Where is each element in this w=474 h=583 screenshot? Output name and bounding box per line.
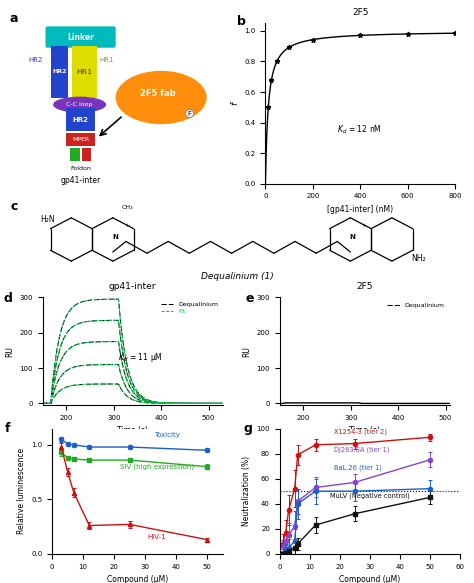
Bar (82, 148, 91, 161)
Text: SIV (high expression): SIV (high expression) (120, 463, 194, 470)
Text: HIV-1: HIV-1 (148, 534, 166, 540)
Text: gp41-inter: gp41-inter (61, 175, 100, 185)
Title: 2F5: 2F5 (352, 8, 368, 17)
Y-axis label: Neutralization (%): Neutralization (%) (242, 456, 251, 526)
Text: +: + (362, 223, 367, 228)
Text: f: f (4, 422, 10, 436)
Text: c: c (10, 200, 18, 213)
Text: NH₂: NH₂ (411, 254, 425, 264)
Text: +: + (124, 223, 129, 228)
Legend: Dequalinium, Fit: Dequalinium, Fit (160, 300, 219, 315)
Legend: Dequalinium: Dequalinium (385, 300, 447, 311)
Text: Linker: Linker (67, 33, 94, 41)
Text: $K_d$ = 11 μM: $K_d$ = 11 μM (118, 351, 163, 364)
Text: HR2: HR2 (29, 57, 43, 63)
Text: HR1: HR1 (99, 57, 113, 63)
Text: N: N (112, 234, 118, 241)
Bar (70, 148, 80, 161)
Text: b: b (237, 15, 246, 29)
Ellipse shape (53, 97, 106, 113)
Text: F: F (188, 111, 191, 117)
Text: N: N (350, 234, 356, 241)
Text: $K_d$ = 12 nM: $K_d$ = 12 nM (337, 124, 382, 136)
Text: HR2: HR2 (53, 69, 67, 74)
Text: d: d (3, 292, 12, 305)
Title: gp41-inter: gp41-inter (109, 282, 156, 291)
Text: Dequalinium (1): Dequalinium (1) (201, 272, 273, 282)
Bar (66, 133, 95, 146)
Text: CH₃: CH₃ (121, 205, 133, 209)
Y-axis label: RU: RU (242, 346, 251, 357)
Bar (66, 108, 95, 131)
Y-axis label: f: f (230, 102, 239, 105)
Text: HR2: HR2 (73, 117, 89, 123)
Text: DJ263.8A (tier 1): DJ263.8A (tier 1) (334, 446, 389, 452)
Text: 2F5 fab: 2F5 fab (139, 89, 175, 99)
Text: MuLV (Negative control): MuLV (Negative control) (330, 493, 410, 499)
Text: C-C loop: C-C loop (66, 102, 93, 107)
X-axis label: Compound (μM): Compound (μM) (107, 575, 168, 583)
Bar (72, 46, 97, 97)
Title: 2F5: 2F5 (357, 282, 373, 291)
Text: Foldon: Foldon (70, 166, 91, 171)
X-axis label: [gp41-inter] (nM): [gp41-inter] (nM) (327, 205, 393, 214)
Ellipse shape (116, 71, 207, 124)
Bar (51, 46, 68, 97)
Text: BaL.26 (tier 1): BaL.26 (tier 1) (334, 465, 382, 472)
Text: g: g (244, 422, 253, 436)
Text: Toxicity: Toxicity (155, 432, 181, 438)
Text: MPER: MPER (72, 137, 89, 142)
Text: a: a (9, 12, 18, 25)
X-axis label: Time (s): Time (s) (117, 426, 148, 436)
Text: e: e (246, 292, 254, 305)
Text: X1254-3 (tier 2): X1254-3 (tier 2) (334, 429, 387, 435)
X-axis label: Time (s): Time (s) (349, 426, 381, 436)
Text: H₂N: H₂N (40, 216, 55, 224)
Y-axis label: Relative luminescence: Relative luminescence (17, 448, 26, 534)
X-axis label: Compound (μM): Compound (μM) (339, 575, 401, 583)
FancyBboxPatch shape (46, 26, 116, 48)
Text: HR1: HR1 (76, 69, 92, 75)
Y-axis label: RU: RU (5, 346, 14, 357)
